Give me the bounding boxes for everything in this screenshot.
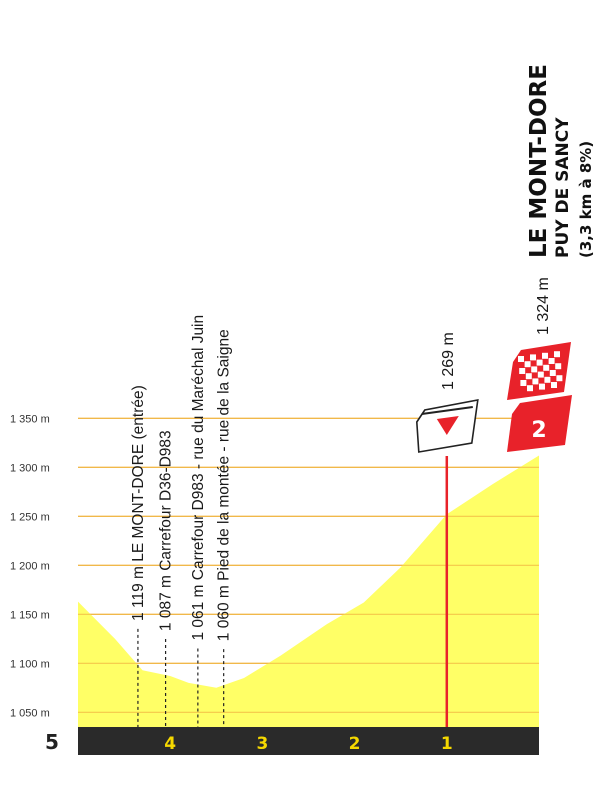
- waypoints: 1 119 m LE MONT-DORE (entrée) 1 087 m Car…: [130, 315, 233, 727]
- y-tick-label: 1 150 m: [10, 609, 50, 621]
- km-bar: 5 4 3 2 1: [45, 727, 539, 755]
- summit-flag-stripe: [421, 406, 473, 415]
- finish-name: LE MONT-DORE: [526, 64, 552, 258]
- checker-square: [536, 359, 543, 366]
- finish-badge-bg: [507, 342, 571, 400]
- waypoint-label: 1 087 m Carrefour D36-D983: [158, 430, 175, 631]
- y-tick-label: 1 250 m: [10, 511, 50, 523]
- checker-square: [532, 378, 539, 385]
- climb-category-badge: 2: [507, 395, 572, 452]
- checker-square: [518, 356, 524, 362]
- y-tick-label: 1 300 m: [10, 462, 50, 474]
- checker-square: [544, 376, 551, 383]
- checker-square: [555, 363, 562, 370]
- km-label: 3: [256, 734, 268, 754]
- km-label: 1: [441, 734, 453, 754]
- checker-square: [549, 370, 556, 376]
- km-label: 4: [164, 734, 176, 754]
- checker-square: [530, 354, 536, 361]
- waypoint-label: 1 060 m Pied de la montée - rue de la Sa…: [216, 329, 233, 641]
- waypoint-label: 1 119 m LE MONT-DORE (entrée): [130, 385, 147, 621]
- climb-category: 2: [531, 418, 546, 443]
- checker-square: [551, 382, 557, 388]
- checker-square: [520, 380, 527, 386]
- checker-square: [519, 368, 526, 374]
- category-badge-bg: [507, 395, 572, 452]
- checker-square: [527, 385, 533, 392]
- finish-subtitle: PUY DE SANCY: [553, 117, 573, 258]
- km-label: 2: [349, 734, 361, 754]
- checker-square: [554, 351, 560, 358]
- finish-altitude: 1 324 m: [535, 277, 552, 335]
- checker-square: [525, 373, 532, 380]
- checker-square: [556, 375, 563, 382]
- y-tick-label: 1 100 m: [10, 658, 50, 670]
- checker-square: [543, 364, 550, 371]
- elevation-area: [78, 455, 539, 727]
- summit-marker: 1 269 m: [415, 332, 479, 727]
- y-axis: 1 050 m 1 100 m 1 150 m 1 200 m 1 250 m 1 300…: [10, 413, 50, 719]
- checker-square: [531, 366, 538, 373]
- km-start-label: 5: [45, 730, 59, 754]
- checker-square: [537, 371, 544, 378]
- finish-block: 2 1 324 m LE MONT-DORE PUY DE SANCY (3,3 km …: [507, 64, 595, 452]
- checker-square: [524, 361, 531, 368]
- checker-square: [548, 358, 555, 364]
- km-baseline-bar: [78, 727, 539, 755]
- summit-altitude: 1 269 m: [440, 332, 457, 390]
- checker-square: [539, 383, 545, 390]
- y-tick-label: 1 200 m: [10, 560, 50, 572]
- summit-triangle-icon: [436, 416, 459, 435]
- waypoint-label: 1 061 m Carrefour D983 - rue du Maréchal…: [190, 315, 207, 641]
- finish-note: (3,3 km à 8%): [577, 141, 595, 258]
- finish-checkered-icon: [507, 342, 571, 400]
- checker-square: [542, 352, 548, 359]
- y-tick-label: 1 050 m: [10, 707, 50, 719]
- y-tick-label: 1 350 m: [10, 413, 50, 425]
